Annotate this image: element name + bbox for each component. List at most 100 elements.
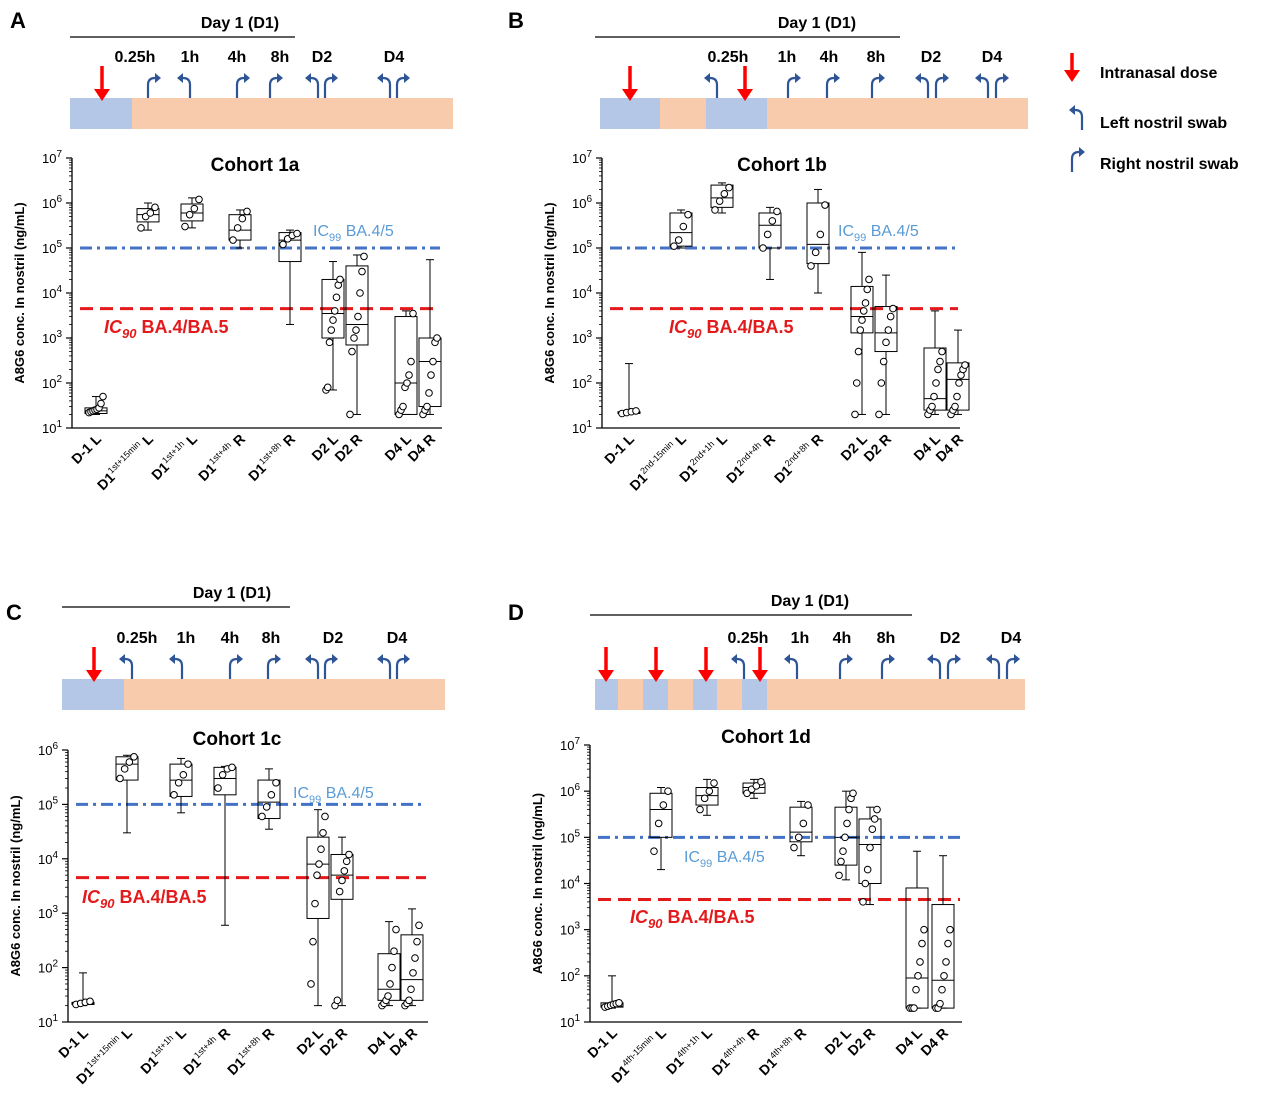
timepoint-label: 4h xyxy=(833,630,852,647)
swab-arrow-head xyxy=(879,73,885,83)
left-swab-arrow-icon xyxy=(119,654,134,679)
data-point xyxy=(759,244,767,252)
right-swab-arrow-icon xyxy=(825,73,840,98)
category-label: D4 R xyxy=(386,1025,420,1059)
timepoint-label: 1h xyxy=(177,630,196,647)
tick-exponent: 4 xyxy=(574,875,580,886)
box-iqr xyxy=(669,212,693,247)
timepoint-label: 4h xyxy=(221,630,240,647)
box-iqr xyxy=(180,203,204,222)
timepoint-label: D2 xyxy=(940,630,961,647)
right-swab-arrow-icon xyxy=(323,654,338,679)
data-point xyxy=(870,815,879,823)
data-point xyxy=(936,999,944,1008)
cat-main: D4 R xyxy=(386,1025,420,1059)
data-point xyxy=(99,392,107,401)
tick-base: 10 xyxy=(560,969,574,984)
data-point xyxy=(807,262,815,270)
cat-main: D4 R xyxy=(404,431,438,465)
category-label: D11st+8h R xyxy=(223,1024,277,1078)
red-down-arrow-icon xyxy=(622,66,638,101)
y-tick-label: 104 xyxy=(560,875,580,892)
tick-exponent: 6 xyxy=(56,194,62,205)
cat-main: D2 R xyxy=(331,431,365,465)
data-point xyxy=(794,833,803,842)
data-point xyxy=(329,316,337,324)
data-point xyxy=(243,207,251,216)
category-label: D2 R xyxy=(844,1025,878,1059)
tick-base: 10 xyxy=(572,196,586,211)
swab-arrow-head xyxy=(155,73,161,83)
data-point xyxy=(841,833,849,842)
y-axis-label: A8G6 conc. In nostril (ng/mL) xyxy=(8,795,23,976)
data-point xyxy=(811,248,820,257)
data-point xyxy=(705,787,714,795)
data-point xyxy=(845,805,853,814)
red-down-arrow-icon xyxy=(698,647,714,682)
data-point xyxy=(390,947,398,956)
box-4 xyxy=(742,777,766,799)
dosing-band xyxy=(62,679,124,710)
tick-base: 10 xyxy=(42,331,56,346)
y-tick-label: 103 xyxy=(572,329,592,346)
box-7 xyxy=(330,836,354,1010)
category-label: D-1 L xyxy=(68,430,104,466)
data-point xyxy=(768,217,777,225)
y-tick-label: 107 xyxy=(560,736,580,753)
swab-arrow-body xyxy=(825,76,835,98)
swab-arrow-body xyxy=(870,76,880,98)
y-axis-label: A8G6 conc. In nostril (ng/mL) xyxy=(12,202,27,383)
box-iqr xyxy=(806,202,830,265)
y-tick-label: 102 xyxy=(42,374,62,391)
tick-exponent: 3 xyxy=(586,329,592,340)
left-swab-arrow-icon xyxy=(986,654,1001,679)
legend-left-swab-icon xyxy=(1069,105,1084,130)
category-label: D14th+4h R xyxy=(708,1024,762,1078)
tick-base: 10 xyxy=(42,421,56,436)
left-swab-arrow-icon xyxy=(731,654,746,679)
box-9 xyxy=(931,855,955,1012)
data-point xyxy=(407,357,415,366)
data-point xyxy=(267,791,276,799)
data-point xyxy=(773,207,781,216)
cat-superscript: 2nd+1h xyxy=(688,439,716,467)
category-label: D11st+8h R xyxy=(244,430,298,484)
dose-arrow-head xyxy=(94,89,110,101)
y-tick-label: 103 xyxy=(38,904,58,921)
legend-right-swab-icon xyxy=(1070,147,1085,172)
timepoint-label: 8h xyxy=(877,630,896,647)
y-tick-label: 106 xyxy=(38,741,58,758)
data-point xyxy=(384,992,392,1000)
data-point xyxy=(325,338,334,347)
data-point xyxy=(953,392,961,401)
swab-arrow-body xyxy=(266,657,276,679)
tick-base: 10 xyxy=(560,784,574,799)
swab-arrow-head xyxy=(275,654,281,664)
swab-arrow-head xyxy=(332,73,338,83)
right-swab-arrow-icon xyxy=(395,73,410,98)
timepoint-label: D4 xyxy=(982,49,1003,66)
data-point xyxy=(336,275,344,284)
timepoint-label: 0.25h xyxy=(117,630,158,647)
data-point xyxy=(409,969,417,977)
data-point xyxy=(720,190,729,198)
data-point xyxy=(873,805,881,814)
swab-arrow-body xyxy=(323,657,333,679)
tick-base: 10 xyxy=(38,906,52,921)
box-iqr xyxy=(306,836,330,919)
y-tick-label: 104 xyxy=(42,284,62,301)
data-point xyxy=(388,963,396,972)
box-iqr xyxy=(345,265,369,346)
chart-title: Cohort 1b xyxy=(737,155,827,176)
right-swab-arrow-icon xyxy=(146,73,161,98)
tick-exponent: 3 xyxy=(56,329,62,340)
data-point xyxy=(238,214,247,223)
data-point xyxy=(804,801,812,809)
followup-band xyxy=(70,98,453,129)
data-point xyxy=(218,771,227,779)
data-point xyxy=(918,939,926,948)
swab-arrow-head xyxy=(943,73,949,83)
timepoint-label: 4h xyxy=(228,49,247,66)
